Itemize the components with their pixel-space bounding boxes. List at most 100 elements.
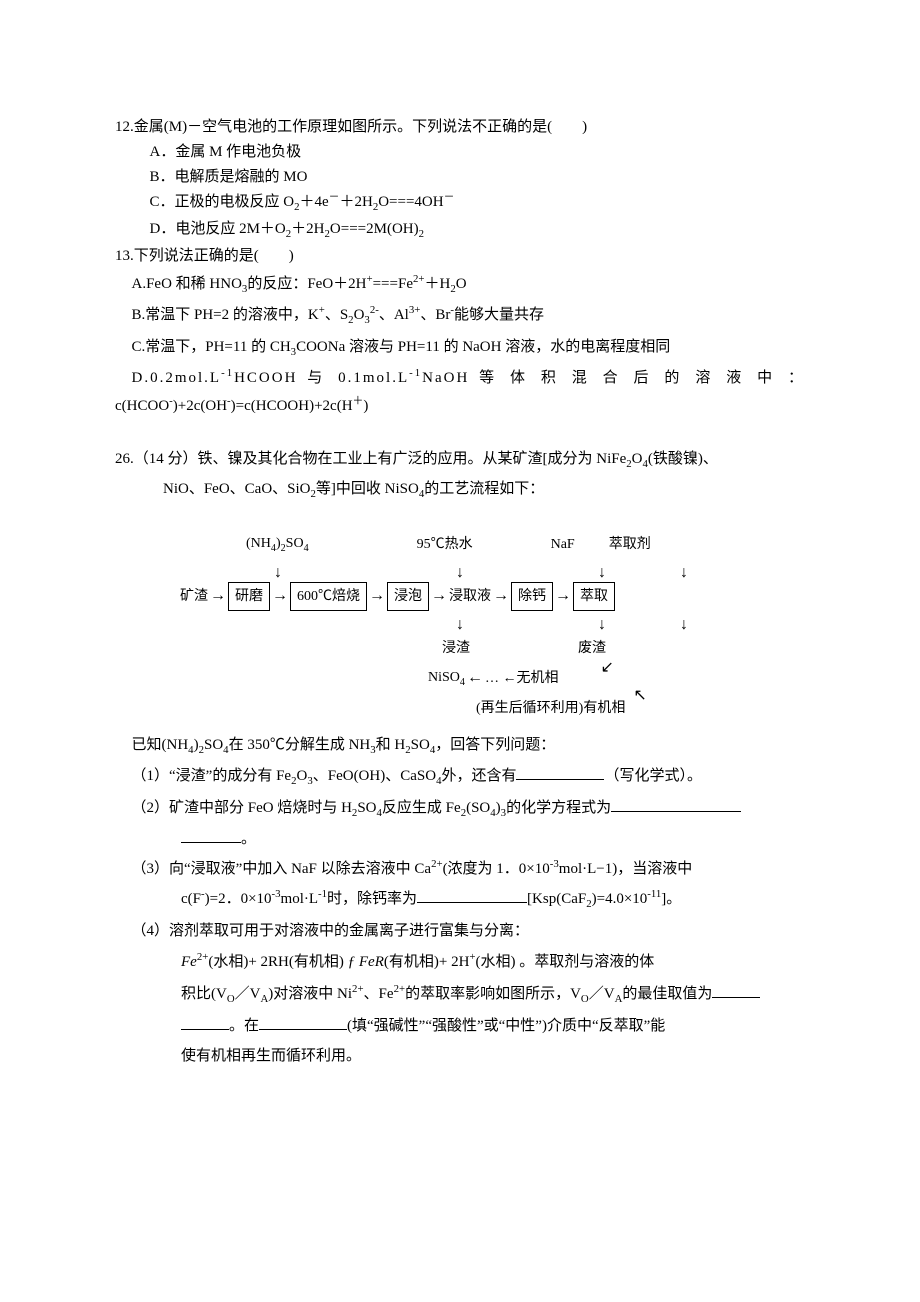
q26-part1: （1）“浸渣”的成分有 Fe2O3、FeO(OH)、CaSO4外，还含有（写化学… — [115, 761, 805, 793]
fill-blank[interactable] — [611, 796, 741, 812]
right-arrow-icon: → — [270, 583, 290, 609]
flow-box-soak: 浸泡 — [387, 582, 429, 611]
flow-box-roast: 600℃焙烧 — [290, 582, 367, 611]
text: NiSO — [428, 670, 460, 685]
down-arrow-icon: ↓ — [456, 560, 464, 586]
process-flowchart: (NH4)2SO4 95℃热水 NaF 萃取剂 ↓ ↓ ↓ ↓ 矿渣 → 研磨 … — [180, 530, 740, 724]
text: SO — [411, 737, 430, 753]
q13-opt-d-line1: D.0.2mol.L-1HCOOH 与 0.1mol.L-1NaOH 等 体 积… — [115, 363, 805, 393]
q26-part4-line1: （4）溶剂萃取可用于对溶液中的金属离子进行富集与分离： — [115, 916, 805, 946]
q26-part4-line4: 。在 (填“强碱性”“强酸性”或“中性”)介质中“反萃取”能 — [115, 1011, 805, 1041]
text: ＋4e — [300, 194, 329, 210]
text: （1）“浸渣”的成分有 Fe — [132, 768, 292, 784]
text: B.常温下 PH=2 的溶液中，K — [132, 307, 319, 323]
text: 的反应：FeO＋2H — [247, 276, 366, 292]
text: 的工艺流程如下： — [424, 481, 544, 497]
text: 。在 — [229, 1018, 259, 1034]
text: 在 350℃分解生成 NH — [229, 737, 371, 753]
text: O — [632, 451, 643, 467]
fill-blank[interactable] — [181, 827, 241, 843]
text: mol·L — [281, 891, 319, 907]
flow-input: 矿渣 — [180, 585, 208, 608]
text: mol·L−1)，当溶液中 — [559, 861, 692, 877]
text: 等]中回收 NiSO — [316, 481, 419, 497]
text: (水相) — [476, 954, 516, 970]
text: (有机相) — [289, 954, 344, 970]
text: 、Al — [379, 307, 409, 323]
text: 和 H — [376, 737, 406, 753]
split-arrow-icon: ↖ — [631, 683, 648, 709]
q26-known: 已知(NH4)2SO4在 350℃分解生成 NH3和 H2SO4，回答下列问题： — [115, 730, 805, 762]
text: )=4.0×10 — [592, 891, 648, 907]
fill-blank[interactable] — [516, 764, 604, 780]
text: ／V — [235, 986, 261, 1002]
down-arrow-icon: ↓ — [456, 612, 464, 638]
down-arrow-icon: ↓ — [598, 612, 606, 638]
text: C.常温下，PH=11 的 CH — [132, 339, 291, 355]
text: O===2M(OH) — [330, 221, 419, 237]
text: ＋2H — [291, 221, 324, 237]
text: c(F — [181, 891, 201, 907]
text: NaOH 等 体 积 混 合 后 的 溶 液 中 ： — [422, 370, 805, 386]
text: ===Fe — [373, 276, 413, 292]
text: )=2．0×10 — [205, 891, 272, 907]
q26-part2-line2: 。 — [115, 824, 805, 854]
fill-blank[interactable] — [181, 1014, 229, 1030]
flow-bottom-mid: … ←无机相 — [485, 667, 559, 690]
flow-box-extract: 萃取 — [573, 582, 615, 611]
document-page: 12.金属(M)－空气电池的工作原理如图所示。下列说法不正确的是( ) A．金属… — [0, 0, 920, 1302]
q13-opt-a: A.FeO 和稀 HNO3的反应：FeO＋2H+===Fe2+＋H2O — [115, 269, 805, 301]
q26-part4-equation: Fe2+(水相)+ 2RH(有机相) ƒ FeR(有机相)+ 2H+(水相) 。… — [115, 946, 805, 979]
text: 的化学方程式为 — [506, 800, 611, 816]
fill-blank[interactable] — [417, 887, 527, 903]
fill-blank[interactable] — [712, 982, 760, 998]
text: [Ksp(CaF — [527, 891, 586, 907]
text: A.FeO 和稀 HNO — [132, 276, 242, 292]
q26-part2-line1: （2）矿渣中部分 FeO 焙烧时与 H2SO4反应生成 Fe2(SO4)3的化学… — [115, 793, 805, 825]
text: SO — [357, 800, 376, 816]
q12-opt-a: A．金属 M 作电池负极 — [115, 140, 805, 165]
text: 时，除钙率为 — [327, 891, 417, 907]
text: （3）向“浸取液”中加入 NaF 以除去溶液中 Ca — [132, 861, 432, 877]
text: (有机相) — [384, 954, 439, 970]
flow-under-1: 浸渣 — [442, 637, 470, 660]
down-arrow-icon: ↓ — [680, 612, 688, 638]
text: 外，还含有 — [441, 768, 516, 784]
text: 积比(V — [181, 986, 227, 1002]
text: O — [296, 768, 307, 784]
text: (填“强碱性”“强酸性”或“中性”)介质中“反萃取”能 — [347, 1018, 665, 1034]
flow-box-grind: 研磨 — [228, 582, 270, 611]
text: SO — [286, 536, 304, 551]
flow-bottom-left: NiSO4 — [428, 666, 465, 691]
fill-blank[interactable] — [259, 1014, 347, 1030]
text: ƒ FeR — [344, 954, 384, 970]
flow-top-label-4: 萃取剂 — [609, 533, 651, 556]
text: C．正极的电极反应 O — [150, 194, 295, 210]
text: 能够大量共存 — [454, 307, 544, 323]
text: 、FeO(OH)、CaSO — [313, 768, 436, 784]
q12-opt-d: D．电池反应 2M＋O2＋2H2O===2M(OH)2 — [115, 217, 805, 244]
text: NiO、FeO、CaO、SiO — [163, 481, 311, 497]
text: Fe — [181, 954, 197, 970]
q13-opt-d-line2: c(HCOO-)+2c(OH-)=c(HCOOH)+2c(H＋) — [115, 393, 805, 419]
text: ＋H — [424, 276, 450, 292]
text: ＋2H — [339, 194, 372, 210]
q12-opt-b: B．电解质是熔融的 MO — [115, 165, 805, 190]
text: + 2RH — [248, 954, 289, 970]
text: 的最佳取值为 — [622, 986, 712, 1002]
text: O — [354, 307, 365, 323]
q13-opt-c: C.常温下，PH=11 的 CH3COONa 溶液与 PH=11 的 NaOH … — [115, 332, 805, 364]
down-arrow-icon: ↓ — [680, 560, 688, 586]
text: )=c(HCOOH)+2c(H — [231, 398, 353, 414]
text: (SO — [466, 800, 490, 816]
text: COONa 溶液与 PH=11 的 NaOH 溶液，水的电离程度相同 — [296, 339, 670, 355]
right-arrow-icon: → — [553, 583, 573, 609]
text: (水相) — [208, 954, 248, 970]
right-arrow-icon: → — [429, 583, 449, 609]
q26-part4-line5: 使有机相再生而循环利用。 — [115, 1041, 805, 1071]
q26-stem-line1: 26.（14 分）铁、镍及其化合物在工业上有广泛的应用。从某矿渣[成分为 NiF… — [115, 447, 805, 474]
text: 26.（14 分）铁、镍及其化合物在工业上有广泛的应用。从某矿渣[成分为 NiF… — [115, 451, 626, 467]
flow-box-deca: 除钙 — [511, 582, 553, 611]
q26-part4-line3: 积比(VO／VA)对溶液中 Ni2+、Fe2+的萃取率影响如图所示，VO／VA的… — [115, 979, 805, 1011]
flow-bottom-right: (再生后循环利用)有机相 — [476, 697, 625, 720]
